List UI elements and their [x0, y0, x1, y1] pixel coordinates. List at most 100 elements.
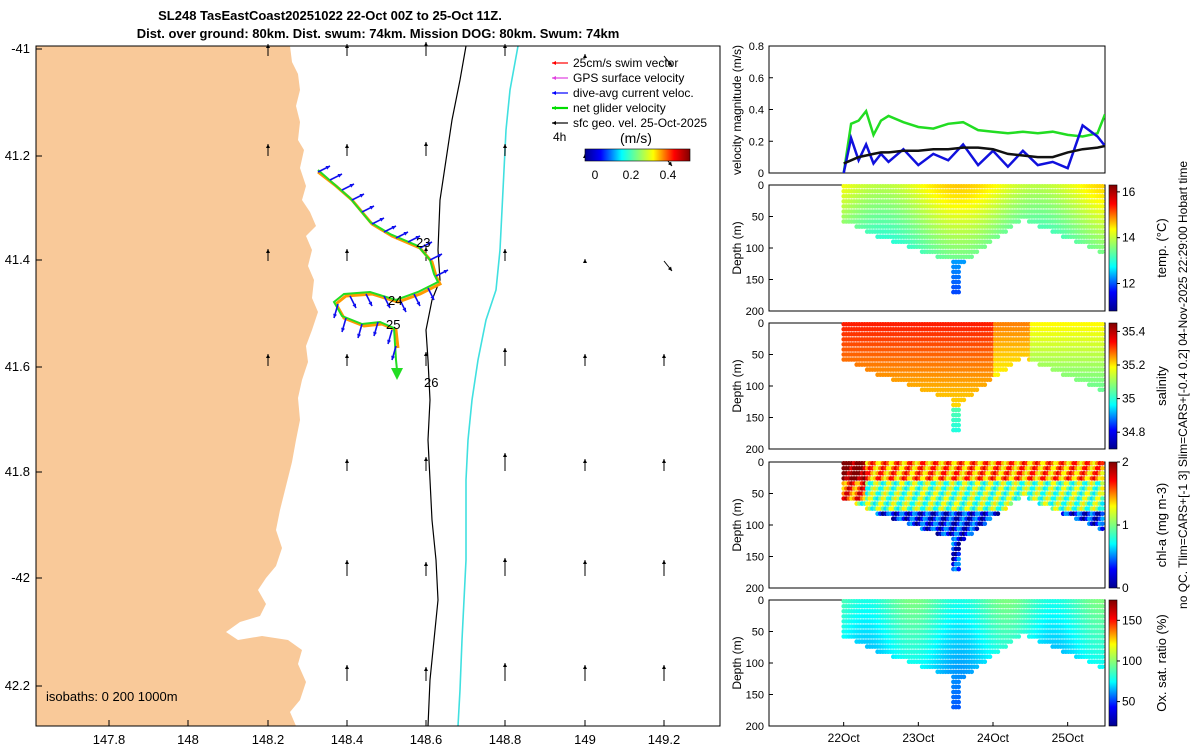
glider-final-arrow: [391, 368, 403, 380]
sfc-velocity-arrow: [424, 142, 428, 156]
section-ylabel: Depth (m): [730, 498, 744, 551]
legend-arrow: [552, 61, 568, 65]
section-dot: [956, 269, 961, 275]
section-dot: [1100, 347, 1105, 352]
section-dot: [1100, 649, 1105, 654]
sfc-velocity-arrow: [266, 249, 270, 261]
section-dot: [1100, 664, 1105, 670]
section-dot: [956, 417, 961, 423]
day-label: 23: [416, 235, 430, 250]
section-dot: [1100, 367, 1105, 372]
section-dot: [982, 382, 988, 388]
dive-avg-arrow: [387, 329, 393, 345]
section-ytick-label: 200: [746, 583, 764, 595]
sfc-velocity-arrow: [503, 558, 507, 576]
sfc-velocity-arrow: [583, 459, 587, 471]
section-dot: [987, 516, 993, 521]
map-xtick-label: 149.2: [648, 732, 681, 747]
section-colorbar: [1108, 599, 1118, 727]
section-dot: [1100, 516, 1105, 521]
section-dot: [1100, 194, 1105, 199]
section-ytick-label: 200: [746, 306, 764, 318]
map-ytick-label: 41.4: [5, 252, 30, 267]
sfc-velocity-arrow: [583, 665, 587, 681]
dive-avg-arrow: [383, 225, 397, 233]
section-colorbar: [1108, 322, 1118, 450]
sfc-velocity-arrow: [662, 459, 666, 471]
colorbar-tick-label: 0: [1122, 581, 1129, 595]
section-dot: [956, 284, 961, 290]
section-ytick-label: 0: [758, 180, 764, 192]
colorbar-tick-label: 2: [1122, 455, 1129, 469]
isobath-1000m: [457, 45, 519, 727]
dive-avg-arrow: [435, 269, 449, 277]
section-dot: [1016, 219, 1022, 224]
section-dot: [1100, 244, 1105, 249]
section-dot: [956, 412, 961, 418]
section-dot: [982, 521, 988, 526]
section-dot: [1100, 501, 1105, 506]
section-dot: [956, 402, 961, 408]
colorbar-tick-label: 35.2: [1122, 358, 1146, 372]
map-panel: 23 24 25 26 isobaths: 0 200 1000m 25cm/s…: [5, 41, 721, 747]
section-dot: [1016, 496, 1022, 501]
velocity-panel: 00.20.40.60.8 velocity magnitude (m/s): [730, 41, 1106, 180]
section-dot: [1003, 229, 1008, 234]
section-dot: [956, 689, 961, 695]
dive-avg-arrow: [361, 205, 375, 213]
section-dot: [1008, 362, 1014, 367]
dive-avg-arrow: [419, 241, 433, 249]
map-ytick-label: 41.2: [5, 148, 30, 163]
section-dot: [961, 536, 967, 542]
map-ytick-label: 41.8: [5, 464, 30, 479]
section-dot: [1100, 337, 1105, 342]
sfc-velocity-arrow: [662, 665, 666, 681]
section-dot: [987, 377, 993, 383]
map-xtick-label: 148.6: [410, 732, 443, 747]
velocity-ylabel: velocity magnitude (m/s): [730, 45, 744, 175]
sfc-velocity-arrow: [424, 352, 428, 366]
section-dot: [1100, 639, 1105, 644]
legend-item: sfc geo. vel. 25-Oct-2025: [552, 116, 707, 130]
legend-label: net glider velocity: [573, 101, 666, 115]
velocity-ytick-label: 0.4: [749, 105, 764, 117]
legend-label: dive-avg current veloc.: [573, 86, 694, 100]
dive-avg-arrow: [317, 165, 331, 173]
section-ylabel: Depth (m): [730, 636, 744, 689]
legend-arrow: [552, 106, 568, 110]
section-ytick-label: 100: [746, 243, 764, 255]
dive-avg-arrow: [329, 173, 343, 181]
title-line-1: SL248 TasEastCoast20251022 22-Oct 00Z to…: [158, 8, 502, 23]
section-dot: [969, 531, 974, 537]
section-dot: [956, 566, 961, 572]
section-ytick-label: 50: [752, 350, 764, 362]
velocity-series-line: [842, 108, 1105, 173]
section-ytick-label: 0: [758, 318, 764, 330]
land-tasmania: [36, 46, 318, 726]
section-dot: [974, 664, 980, 670]
section-dot: [1100, 372, 1105, 378]
section-ytick-label: 150: [746, 552, 764, 564]
section-dot: [1100, 471, 1105, 476]
section-ytick-label: 150: [746, 275, 764, 287]
legend-label: 25cm/s swim vector: [573, 56, 678, 70]
section-dot: [1100, 189, 1105, 194]
legend-item: net glider velocity: [552, 101, 666, 115]
section-dot: [982, 244, 988, 249]
section-dot: [987, 239, 993, 244]
sfc-velocity-arrow: [663, 55, 673, 67]
section-dot: [1100, 644, 1105, 649]
dive-avg-arrow: [429, 253, 443, 261]
section-dot: [982, 659, 988, 664]
section-dot: [1100, 322, 1105, 327]
dive-avg-arrow: [341, 183, 355, 191]
colorbar-tick-label: 12: [1122, 277, 1136, 291]
section-dot: [969, 254, 974, 260]
section-dot: [969, 392, 974, 398]
section-dot: [1100, 224, 1105, 229]
section-dot: [1100, 352, 1105, 357]
section-dots: [841, 461, 1105, 572]
